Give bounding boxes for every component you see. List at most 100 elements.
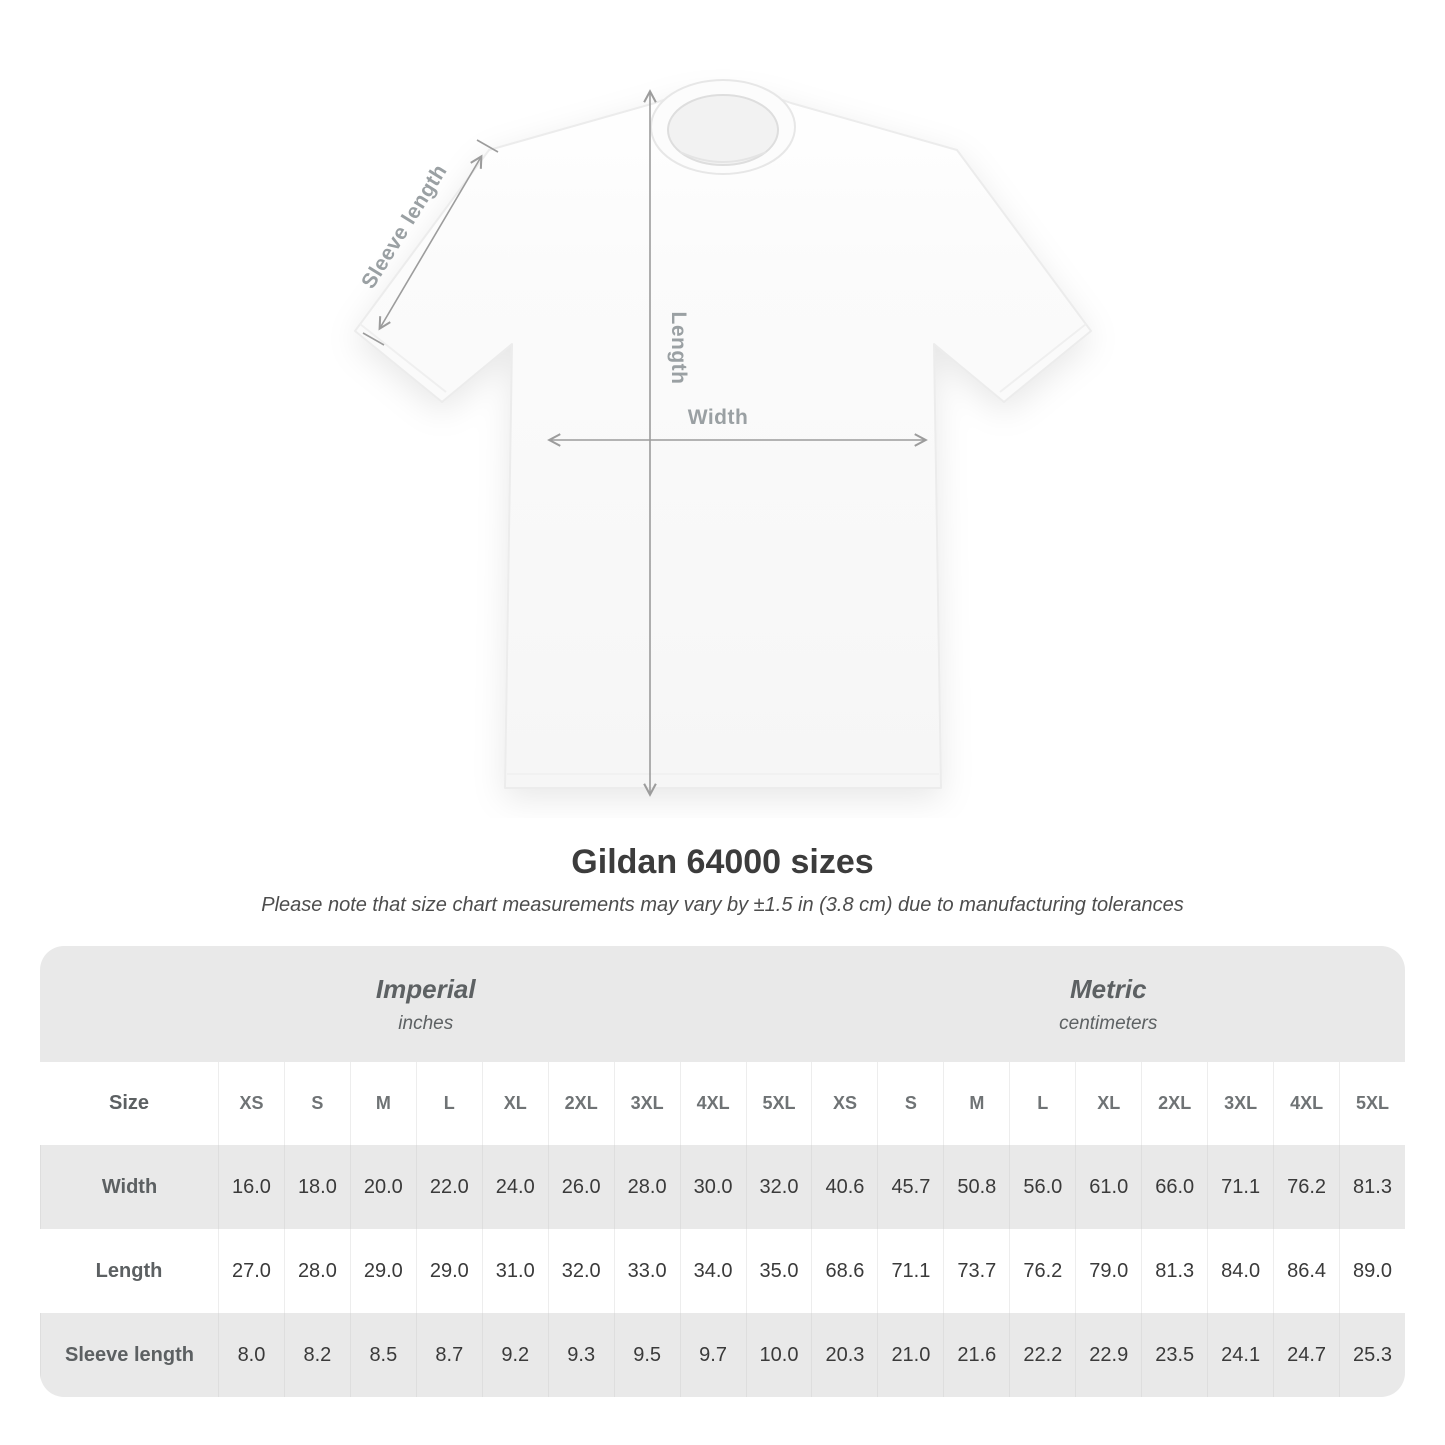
table-cell: 22.9: [1075, 1313, 1142, 1397]
table-cell: 28.0: [283, 1229, 350, 1313]
size-chart-table: Imperial inches Metric centimeters Size X…: [40, 946, 1405, 1397]
tshirt-diagram-svg: Length Width Sleeve length: [354, 79, 1092, 797]
table-cell: 20.3: [811, 1313, 878, 1397]
table-cell: 27.0: [218, 1229, 284, 1313]
table-cell: 21.6: [943, 1313, 1010, 1397]
size-col-header: S: [283, 1062, 350, 1145]
table-cell: 56.0: [1009, 1145, 1076, 1229]
imperial-section-unit: inches: [398, 1012, 454, 1034]
table-cell: 16.0: [218, 1145, 284, 1229]
table-cell: 30.0: [679, 1145, 746, 1229]
table-cell: 84.0: [1207, 1229, 1274, 1313]
table-cell: 26.0: [547, 1145, 614, 1229]
table-cell: 66.0: [1141, 1145, 1208, 1229]
table-cell: 9.3: [547, 1313, 614, 1397]
table-cell: 50.8: [943, 1145, 1010, 1229]
table-cell: 61.0: [1075, 1145, 1142, 1229]
size-col-header: 5XL: [745, 1062, 812, 1145]
size-table-grid: Size XS S M L XL 2XL 3XL 4XL 5XL XS S M L XL 2XL 3XL 4XL 5…: [40, 1062, 1405, 1397]
size-col-header: 5XL: [1339, 1062, 1405, 1145]
table-cell: 24.0: [481, 1145, 548, 1229]
size-col-header: 4XL: [679, 1062, 746, 1145]
table-cell: 22.0: [415, 1145, 482, 1229]
size-col-header: 2XL: [547, 1062, 614, 1145]
table-cell: 81.3: [1339, 1145, 1405, 1229]
sleeve-arrow-top-tick: [476, 139, 499, 153]
metric-section-unit: centimeters: [1059, 1012, 1158, 1034]
table-cell: 8.0: [218, 1313, 284, 1397]
size-col-header: L: [1009, 1062, 1076, 1145]
table-cell: 89.0: [1339, 1229, 1405, 1313]
table-cell: 68.6: [811, 1229, 878, 1313]
table-cell: 79.0: [1075, 1229, 1142, 1313]
collar-opening: [667, 94, 779, 166]
row-label: Length: [40, 1229, 218, 1313]
table-cell: 8.7: [415, 1313, 482, 1397]
sleeve-length-arrow: [378, 154, 483, 331]
table-cell: 18.0: [283, 1145, 350, 1229]
table-cell: 9.7: [679, 1313, 746, 1397]
row-label: Sleeve length: [40, 1313, 218, 1397]
metric-section-title: Metric: [1069, 973, 1147, 1004]
table-cell: 71.1: [1207, 1145, 1274, 1229]
table-cell: 81.3: [1141, 1229, 1208, 1313]
size-col-header: 3XL: [613, 1062, 680, 1145]
table-cell: 25.3: [1339, 1313, 1405, 1397]
sleeve-arrow-bottom-tick: [362, 332, 385, 346]
table-cell: 8.2: [283, 1313, 350, 1397]
table-cell: 32.0: [547, 1229, 614, 1313]
tshirt-body: [354, 89, 1092, 789]
table-cell: 10.0: [745, 1313, 812, 1397]
row-label: Width: [40, 1145, 218, 1229]
size-col-header: XL: [481, 1062, 548, 1145]
size-col-header: L: [415, 1062, 482, 1145]
size-col-header: S: [877, 1062, 944, 1145]
table-cell: 86.4: [1273, 1229, 1340, 1313]
table-cell: 76.2: [1009, 1229, 1076, 1313]
imperial-section-title: Imperial: [375, 973, 476, 1004]
left-sleeve-hem-seam: [359, 323, 447, 393]
size-col-header: 2XL: [1141, 1062, 1208, 1145]
table-cell: 24.7: [1273, 1313, 1340, 1397]
table-cell: 8.5: [349, 1313, 416, 1397]
table-cell: 28.0: [613, 1145, 680, 1229]
size-col-header: XL: [1075, 1062, 1142, 1145]
size-col-header: XS: [811, 1062, 878, 1145]
table-cell: 9.2: [481, 1313, 548, 1397]
table-cell: 76.2: [1273, 1145, 1340, 1229]
tshirt-diagram: Length Width Sleeve length: [354, 79, 1092, 797]
table-cell: 24.1: [1207, 1313, 1274, 1397]
table-cell: 35.0: [745, 1229, 812, 1313]
length-label: Length: [667, 312, 690, 385]
table-cell: 33.0: [613, 1229, 680, 1313]
size-col-header: 4XL: [1273, 1062, 1340, 1145]
table-cell: 20.0: [349, 1145, 416, 1229]
table-cell: 9.5: [613, 1313, 680, 1397]
tshirt-image: [354, 79, 1092, 789]
right-sleeve-hem-seam: [999, 323, 1087, 393]
metric-section-header: Metric centimeters: [812, 946, 1406, 1062]
table-cell: 29.0: [349, 1229, 416, 1313]
measurement-arrows: [362, 89, 928, 797]
width-label: Width: [688, 406, 749, 429]
table-cell: 32.0: [745, 1145, 812, 1229]
tolerance-note: Please note that size chart measurements…: [261, 894, 1184, 916]
table-cell: 21.0: [877, 1313, 944, 1397]
size-col-header: 3XL: [1207, 1062, 1274, 1145]
table-cell: 22.2: [1009, 1313, 1076, 1397]
size-col-header: M: [349, 1062, 416, 1145]
table-cell: 71.1: [877, 1229, 944, 1313]
table-cell: 73.7: [943, 1229, 1010, 1313]
table-cell: 23.5: [1141, 1313, 1208, 1397]
table-cell: 40.6: [811, 1145, 878, 1229]
size-col-header: XS: [218, 1062, 284, 1145]
table-cell: 31.0: [481, 1229, 548, 1313]
size-col-header: M: [943, 1062, 1010, 1145]
page-title: Gildan 64000 sizes: [571, 843, 874, 881]
size-corner-header: Size: [40, 1062, 218, 1145]
table-cell: 29.0: [415, 1229, 482, 1313]
collar-inner-shadow: [679, 151, 767, 163]
table-cell: 34.0: [679, 1229, 746, 1313]
unit-section-band: Imperial inches Metric centimeters: [40, 946, 1405, 1062]
